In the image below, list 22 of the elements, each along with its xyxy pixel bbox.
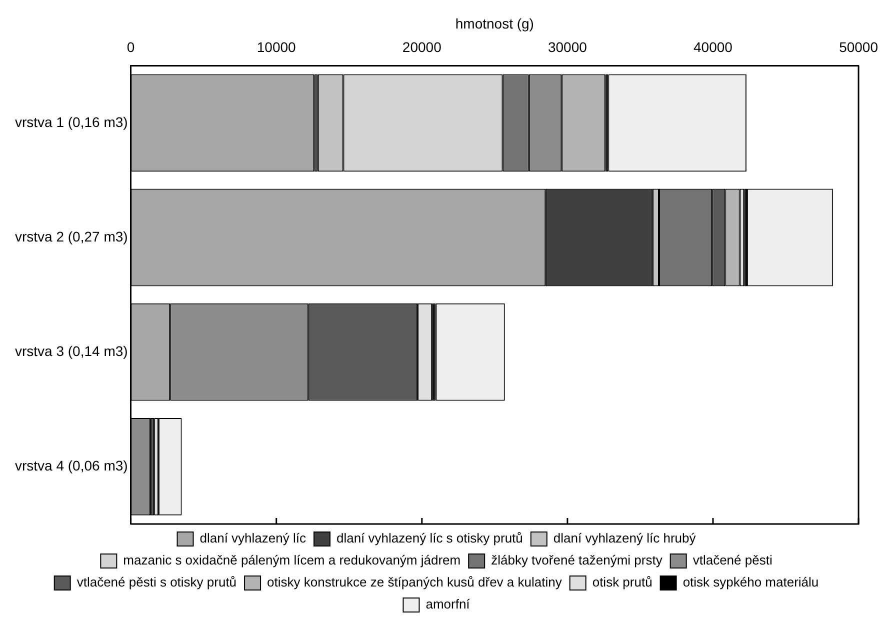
- legend-label: otisk sypkého materiálu: [682, 574, 819, 590]
- legend-label: dlaní vyhlazený líc hrubý: [553, 530, 696, 546]
- legend-label: otisky konstrukce ze štípaných kusů dřev a kulatiny: [267, 574, 562, 590]
- legend-label: mazanic s oxidačně páleným lícem a redukovaným jádrem: [123, 552, 461, 568]
- x-tick-label: 20000: [402, 39, 442, 56]
- x-tick-label: 50000: [839, 39, 878, 56]
- y-tick-label: vrstva 2 (0,27 m3): [14, 228, 128, 244]
- x-axis-title: hmotnost (g): [455, 15, 534, 32]
- x-tick-label: 40000: [694, 39, 733, 56]
- legend-label: amorfní: [426, 596, 470, 612]
- legend-label: otisk prutů: [592, 574, 652, 590]
- legend-label: vtlačené pěsti: [692, 552, 772, 568]
- legend-label: dlaní vyhlazený líc: [200, 530, 306, 546]
- y-tick-label: vrstva 3 (0,14 m3): [14, 342, 128, 359]
- legend-label: žlábky tvořené taženými prsty: [491, 552, 663, 568]
- x-tick-label: 0: [126, 39, 135, 56]
- legend-label: dlaní vyhlazený líc s otisky prutů: [336, 530, 523, 546]
- legend-label: vtlačené pěsti s otisky prutů: [76, 574, 237, 590]
- x-tick-label: 30000: [548, 39, 588, 56]
- y-tick-label: vrstva 1 (0,16 m3): [14, 114, 128, 130]
- x-tick-label: 10000: [256, 39, 296, 56]
- y-tick-label: vrstva 4 (0,06 m3): [14, 458, 128, 474]
